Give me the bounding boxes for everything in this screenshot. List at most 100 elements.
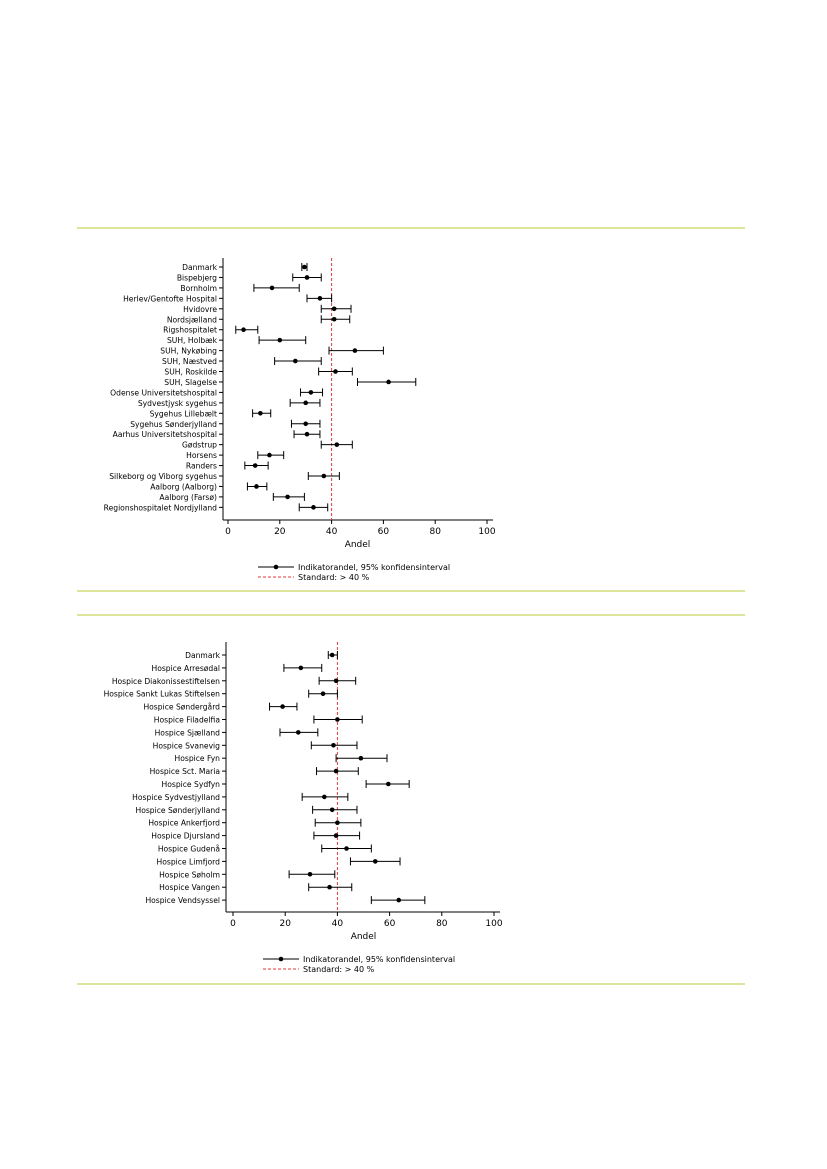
category-label: SUH, Nykøbing	[160, 347, 217, 356]
category-label: Hospice Sjælland	[155, 728, 221, 737]
data-point	[372, 859, 378, 864]
x-tick-label: 60	[384, 919, 396, 929]
legend-point	[278, 956, 284, 962]
data-point	[302, 264, 307, 270]
forest-plot-hospices: 0 20 40 60 80 100 Andel Danmark Hospice Arresøda…	[104, 642, 503, 974]
category-label: Hospice Arresødal	[152, 664, 221, 673]
x-tick-label: 40	[326, 527, 338, 537]
category-label: Rigshospitalet	[163, 326, 217, 335]
category-label: Hospice Ankerfjord	[148, 819, 220, 828]
category-label: SUH, Holbæk	[167, 336, 218, 345]
x-tick-label: 20	[279, 919, 291, 929]
data-point	[335, 820, 340, 825]
category-label: Aalborg (Aalborg)	[150, 482, 217, 491]
legend-label-indicator: Indikatorandel, 95% konfidensinterval	[303, 955, 455, 964]
category-label: Hospice Vangen	[159, 883, 220, 892]
category-label: Herlev/Gentofte Hospital	[123, 294, 217, 303]
x-tick-label: 20	[274, 527, 286, 537]
category-label: Silkeborg og Viborg sygehus	[109, 472, 217, 481]
section-rule-top-2	[77, 614, 745, 616]
legend-label-standard: Standard: > 40 %	[298, 573, 370, 582]
data-point	[333, 678, 339, 684]
category-label: Hospice Svanevig	[153, 741, 221, 750]
category-label: Hospice Sct. Maria	[150, 767, 220, 776]
category-label: Sygehus Sønderjylland	[130, 420, 217, 429]
x-tick-label: 100	[478, 527, 495, 537]
data-point	[358, 755, 364, 761]
data-point	[334, 442, 340, 447]
data-point	[293, 358, 298, 364]
data-point	[329, 652, 335, 658]
x-tick-label: 80	[429, 527, 441, 537]
data-point	[333, 768, 339, 774]
data-point	[303, 400, 309, 406]
category-label: Hospice Sankt Lukas Stiftelsen	[104, 690, 221, 699]
data-point	[317, 296, 323, 301]
data-point	[331, 306, 337, 312]
data-point	[331, 743, 336, 748]
category-label: Odense Universitetshospital	[110, 388, 217, 397]
data-point	[298, 665, 304, 671]
data-point	[303, 421, 309, 427]
category-label: SUH, Slagelse	[164, 378, 217, 387]
x-tick-label: 0	[225, 527, 231, 537]
x-tick-label: 100	[485, 919, 502, 929]
category-label: Aarhus Universitetshospital	[113, 430, 217, 439]
category-label: Aalborg (Farsø)	[159, 493, 217, 502]
data-point	[327, 884, 332, 890]
category-label: Horsens	[186, 451, 217, 460]
legend-label-indicator: Indikatorandel, 95% konfidensinterval	[298, 563, 450, 572]
data-point	[267, 452, 272, 458]
category-label: Danmark	[182, 263, 217, 272]
category-label: SUH, Næstved	[162, 357, 217, 366]
section-rule-bottom-2	[77, 983, 745, 985]
section-rule-bottom-1	[77, 590, 745, 592]
data-point	[344, 846, 349, 851]
data-point	[252, 463, 258, 468]
data-point	[258, 411, 263, 416]
x-tick-label: 80	[436, 919, 448, 929]
category-label: Danmark	[185, 651, 220, 660]
category-label: Gødstrup	[182, 441, 217, 450]
category-label: Hospice Sønderjylland	[135, 806, 220, 815]
x-axis-title: Andel	[345, 540, 371, 550]
category-label: Hospice Diakonissestiftelsen	[112, 677, 220, 686]
x-tick-label: 0	[230, 919, 236, 929]
data-point	[304, 275, 310, 280]
category-label: Hospice Søholm	[159, 870, 220, 879]
x-tick-label: 60	[378, 527, 390, 537]
data-point	[254, 484, 259, 489]
category-label: Randers	[186, 462, 217, 471]
data-point	[333, 833, 339, 838]
category-label: Hospice Djursland	[151, 832, 220, 841]
data-point	[386, 379, 391, 385]
data-point	[352, 348, 358, 353]
data-point	[320, 691, 326, 696]
data-point	[295, 730, 301, 735]
data-point	[241, 327, 246, 332]
category-label: SUH, Roskilde	[164, 368, 217, 377]
category-label: Hospice Vendsyssel	[145, 896, 220, 905]
category-label: Sydvestjysk sygehus	[138, 399, 217, 408]
category-label: Nordsjælland	[167, 315, 217, 324]
category-label: Hospice Sydvestjylland	[132, 793, 220, 802]
data-point	[280, 704, 285, 709]
category-label: Bornholm	[180, 284, 217, 293]
data-point	[329, 807, 335, 813]
legend-label-standard: Standard: > 40 %	[303, 965, 375, 974]
data-point	[335, 717, 340, 722]
data-point	[285, 494, 290, 500]
data-point	[321, 473, 327, 479]
category-label: Hospice Filadelfia	[154, 716, 220, 725]
x-tick-label: 40	[332, 919, 344, 929]
category-label: Hvidovre	[183, 305, 217, 314]
data-point	[308, 390, 314, 395]
data-point	[304, 431, 310, 437]
data-point	[277, 337, 283, 343]
category-label: Regionshospitalet Nordjylland	[104, 503, 218, 512]
data-point	[333, 369, 338, 374]
data-point	[385, 781, 391, 787]
data-point	[331, 316, 337, 322]
data-point	[307, 872, 313, 877]
